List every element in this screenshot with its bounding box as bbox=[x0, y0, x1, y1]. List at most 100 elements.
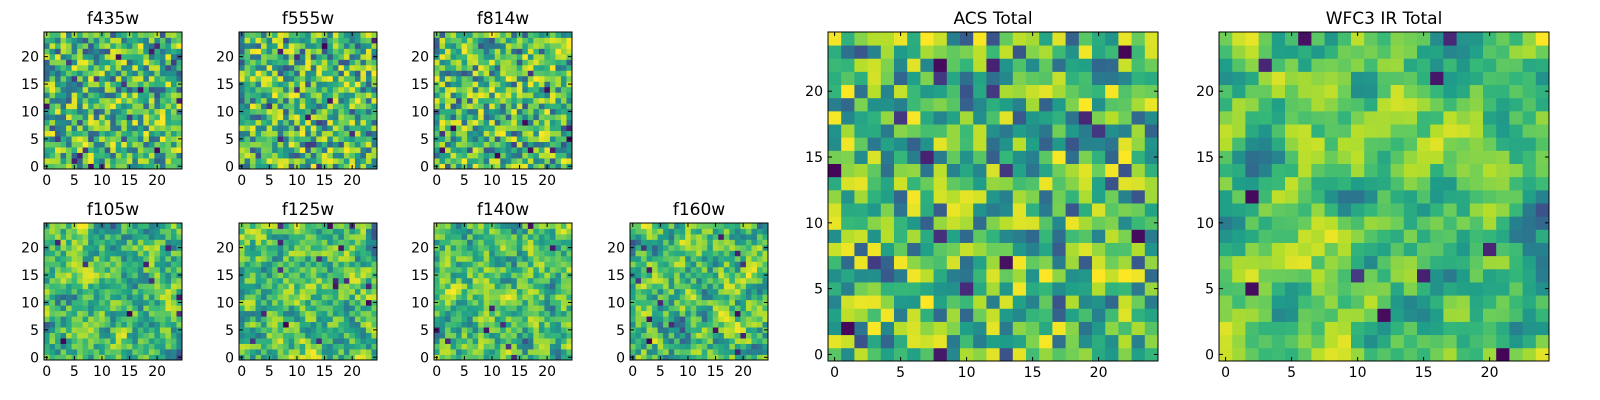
heatmap-cell bbox=[511, 114, 518, 121]
heatmap-cell bbox=[483, 316, 490, 323]
heatmap-cell bbox=[288, 70, 295, 77]
heatmap-cell bbox=[555, 288, 562, 295]
heatmap-cell bbox=[132, 92, 139, 99]
heatmap-cell bbox=[1065, 216, 1080, 230]
heatmap-cell bbox=[1012, 216, 1027, 230]
heatmap-cell bbox=[99, 42, 106, 49]
heatmap-cell bbox=[316, 53, 323, 60]
heatmap-cell bbox=[137, 130, 144, 137]
heatmap-cell bbox=[630, 261, 636, 268]
heatmap-cell bbox=[371, 70, 378, 77]
heatmap-cell bbox=[1118, 308, 1132, 322]
heatmap-cell bbox=[343, 42, 350, 49]
heatmap-cell bbox=[907, 189, 921, 204]
heatmap-cell bbox=[288, 316, 295, 323]
heatmap-cell bbox=[137, 114, 144, 121]
heatmap-cell bbox=[641, 283, 647, 290]
heatmap-cell bbox=[527, 59, 534, 66]
heatmap-cell bbox=[544, 152, 551, 159]
heatmap-cell bbox=[88, 338, 95, 344]
heatmap-cell bbox=[685, 305, 692, 312]
heatmap-cell bbox=[288, 152, 295, 159]
heatmap-cell bbox=[646, 244, 653, 251]
heatmap-cell bbox=[66, 141, 72, 148]
heatmap-cell bbox=[729, 354, 736, 361]
heatmap-cell bbox=[148, 343, 155, 350]
heatmap-cell bbox=[685, 244, 692, 251]
heatmap-cell bbox=[121, 223, 128, 229]
heatmap-cell bbox=[500, 349, 507, 355]
heatmap-cell bbox=[734, 272, 741, 279]
heatmap-cell bbox=[349, 239, 356, 246]
heatmap-cell bbox=[933, 308, 948, 322]
heatmap-cell bbox=[255, 305, 262, 312]
heatmap-cell bbox=[511, 81, 518, 88]
heatmap-cell bbox=[82, 277, 89, 284]
heatmap-cell bbox=[277, 32, 284, 38]
heatmap-cell bbox=[986, 255, 1000, 270]
heatmap-cell bbox=[354, 327, 361, 333]
heatmap-cell bbox=[170, 283, 177, 290]
heatmap-cell bbox=[445, 223, 451, 229]
heatmap-cell bbox=[478, 244, 485, 251]
heatmap-cell bbox=[255, 294, 262, 301]
heatmap-cell bbox=[533, 48, 540, 55]
heatmap-cell bbox=[159, 261, 166, 268]
heatmap-cell bbox=[854, 268, 868, 283]
heatmap-cell bbox=[343, 223, 350, 229]
heatmap-cell bbox=[450, 97, 457, 104]
heatmap-cell bbox=[316, 338, 323, 344]
heatmap-cell bbox=[310, 48, 317, 55]
heatmap-cell bbox=[707, 327, 714, 333]
heatmap-cell bbox=[66, 53, 72, 60]
heatmap-cell bbox=[266, 64, 273, 71]
x-tick-label: 20 bbox=[538, 364, 556, 380]
heatmap-cell bbox=[483, 53, 490, 60]
heatmap-cell bbox=[305, 332, 312, 339]
heatmap-cell bbox=[332, 119, 339, 126]
heatmap-cell bbox=[121, 42, 128, 49]
heatmap-cell bbox=[1026, 242, 1040, 257]
heatmap-cell bbox=[439, 349, 446, 355]
heatmap-cell bbox=[154, 343, 161, 350]
heatmap-cell bbox=[674, 266, 681, 273]
heatmap-cell bbox=[55, 114, 61, 121]
heatmap-cell bbox=[55, 244, 61, 251]
heatmap-cell bbox=[288, 92, 295, 99]
heatmap-cell bbox=[538, 305, 545, 312]
heatmap-cell bbox=[696, 343, 703, 350]
heatmap-cell bbox=[115, 266, 122, 273]
heatmap-cell bbox=[745, 349, 752, 355]
heatmap-cell bbox=[762, 305, 769, 312]
heatmap-cell bbox=[354, 272, 361, 279]
heatmap-cell bbox=[60, 136, 67, 142]
heatmap-cell bbox=[299, 37, 306, 44]
heatmap-cell bbox=[533, 288, 540, 295]
heatmap-cell bbox=[635, 327, 642, 333]
heatmap-cell bbox=[321, 108, 328, 115]
heatmap-cell bbox=[555, 239, 562, 246]
heatmap-cell bbox=[60, 103, 67, 110]
heatmap-cell bbox=[299, 321, 306, 328]
heatmap-cell bbox=[349, 294, 356, 301]
heatmap-cell bbox=[132, 244, 139, 251]
heatmap-cell bbox=[434, 70, 440, 77]
heatmap-cell bbox=[55, 92, 61, 99]
heatmap-cell bbox=[1026, 229, 1040, 243]
heatmap-cell bbox=[371, 64, 378, 71]
heatmap-cell bbox=[283, 310, 290, 317]
heatmap-cell bbox=[244, 239, 251, 246]
heatmap-cell bbox=[115, 338, 122, 344]
heatmap-cell bbox=[478, 53, 485, 60]
heatmap-cell bbox=[544, 119, 551, 126]
heatmap-cell bbox=[511, 130, 518, 137]
heatmap-cell bbox=[316, 92, 323, 99]
heatmap-cell bbox=[439, 32, 446, 38]
heatmap-cell bbox=[44, 119, 50, 126]
heatmap-cell bbox=[365, 244, 372, 251]
heatmap-cell bbox=[137, 81, 144, 88]
heatmap-cell bbox=[104, 299, 111, 306]
heatmap-cell bbox=[933, 229, 948, 243]
heatmap-cell bbox=[560, 316, 567, 323]
heatmap-cell bbox=[371, 239, 378, 246]
